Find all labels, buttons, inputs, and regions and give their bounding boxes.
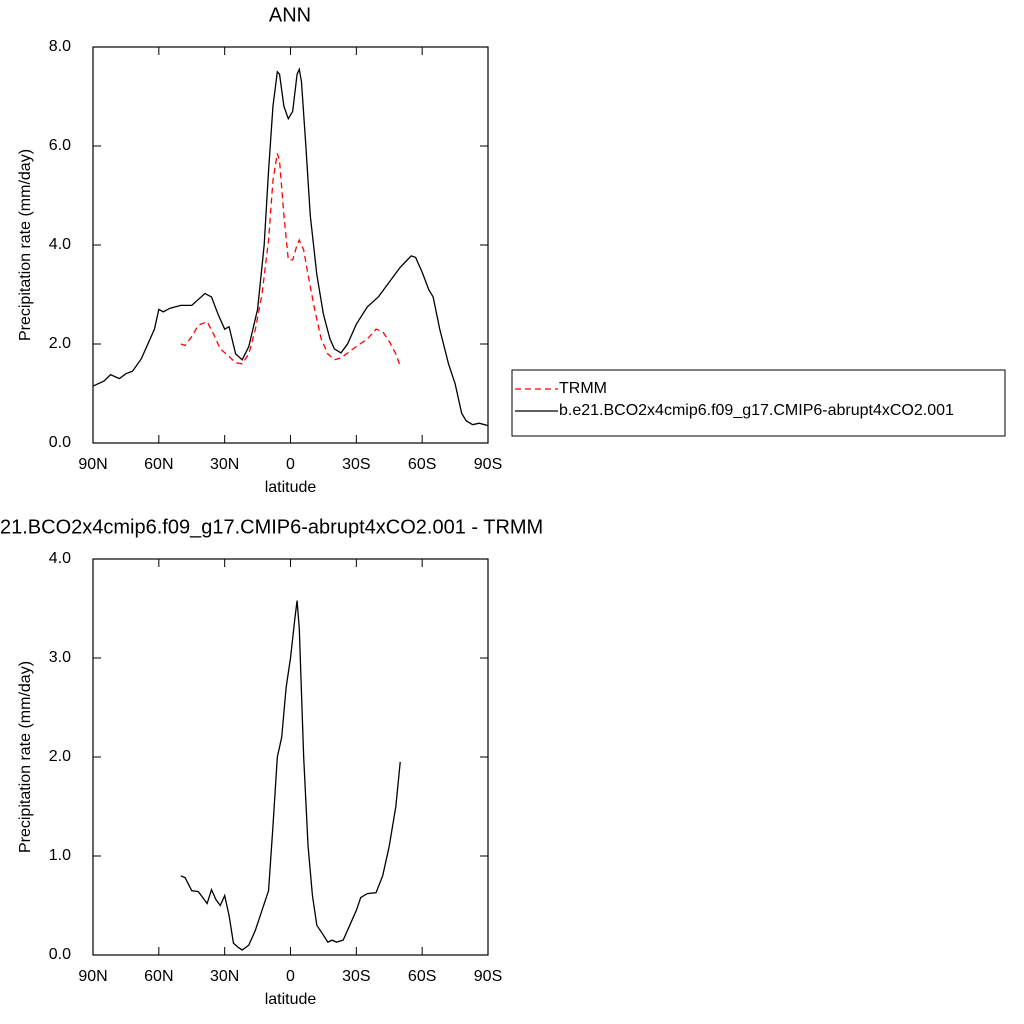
legend-label: TRMM bbox=[559, 380, 607, 397]
chart-title: ANN bbox=[269, 4, 311, 26]
x-tick-label: 0 bbox=[286, 968, 295, 985]
y-tick-label: 2.0 bbox=[49, 748, 71, 765]
legend-box bbox=[511, 369, 1006, 437]
x-axis-label: latitude bbox=[265, 991, 317, 1008]
x-tick-label: 30S bbox=[342, 456, 370, 473]
y-tick-label: 0.0 bbox=[49, 946, 71, 963]
x-tick-label: 60N bbox=[144, 456, 173, 473]
x-tick-label: 60S bbox=[408, 968, 436, 985]
x-tick-label: 0 bbox=[286, 456, 295, 473]
y-tick-label: 2.0 bbox=[49, 335, 71, 352]
y-axis-label: Precipitation rate (mm/day) bbox=[17, 661, 34, 853]
x-tick-label: 90S bbox=[474, 968, 502, 985]
x-tick-label: 30N bbox=[210, 968, 239, 985]
chart-title: 21.BCO2x4cmip6.f09_g17.CMIP6-abrupt4xCO2… bbox=[0, 516, 543, 538]
x-tick-label: 30N bbox=[210, 456, 239, 473]
y-tick-label: 4.0 bbox=[49, 550, 71, 567]
y-tick-label: 0.0 bbox=[49, 434, 71, 451]
y-axis-label: Precipitation rate (mm/day) bbox=[17, 149, 34, 341]
y-tick-label: 8.0 bbox=[49, 38, 71, 55]
x-tick-label: 90N bbox=[78, 968, 107, 985]
y-tick-label: 1.0 bbox=[49, 847, 71, 864]
data-line bbox=[180, 153, 401, 367]
y-tick-label: 3.0 bbox=[49, 649, 71, 666]
legend-label: b.e21.BCO2x4cmip6.f09_g17.CMIP6-abrupt4x… bbox=[559, 402, 954, 419]
x-tick-label: 60N bbox=[144, 968, 173, 985]
x-axis-label: latitude bbox=[265, 479, 317, 496]
plot-frame bbox=[92, 46, 489, 444]
x-tick-label: 90S bbox=[474, 456, 502, 473]
plot-frame bbox=[92, 558, 489, 956]
x-tick-label: 30S bbox=[342, 968, 370, 985]
y-tick-label: 4.0 bbox=[49, 236, 71, 253]
data-line bbox=[92, 67, 489, 427]
data-line bbox=[180, 600, 401, 951]
y-tick-label: 6.0 bbox=[49, 137, 71, 154]
x-tick-label: 60S bbox=[408, 456, 436, 473]
x-tick-label: 90N bbox=[78, 456, 107, 473]
